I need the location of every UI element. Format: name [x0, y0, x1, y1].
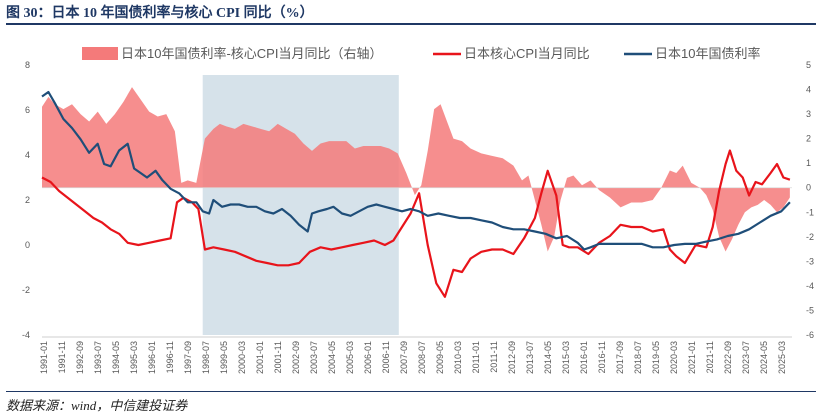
- right-tick-label: 5: [806, 60, 811, 70]
- x-tick-label: 2006-11: [381, 341, 391, 373]
- title-rule: [6, 23, 816, 25]
- x-tick-label: 2012-09: [507, 341, 517, 374]
- right-tick-label: -2: [806, 232, 814, 242]
- yield-line: [41, 90, 791, 251]
- right-axis-ticks: 5 4 3 2 1 0 -1 -2 -3 -4 -5 -6: [806, 60, 814, 340]
- left-tick-label: -4: [22, 330, 30, 340]
- x-tick-label: 2011-01: [471, 341, 481, 373]
- left-tick-label: -2: [22, 285, 30, 295]
- x-tick-label: 2016-11: [597, 341, 607, 373]
- legend-label-yield: 日本10年国债利率: [655, 46, 760, 61]
- legend: 日本10年国债利率-核心CPI当月同比（右轴） 日本核心CPI当月同比 日本10年国…: [82, 46, 760, 61]
- x-tick-label: 2021-01: [687, 341, 697, 374]
- x-tick-label: 2008-07: [417, 341, 427, 374]
- x-tick-label: 2022-09: [723, 341, 733, 374]
- x-tick-label: 2005-03: [345, 341, 355, 374]
- right-tick-label: 3: [806, 109, 811, 119]
- x-tick-label: 1991-01: [39, 341, 49, 374]
- x-tick-label: 1991-11: [57, 341, 67, 373]
- x-tick-label: 2019-05: [651, 341, 661, 374]
- left-tick-label: 2: [25, 195, 30, 205]
- right-tick-label: -3: [806, 256, 814, 266]
- right-tick-label: 2: [806, 134, 811, 144]
- line-series-layer: [41, 90, 791, 298]
- right-tick-label: -4: [806, 281, 814, 291]
- x-tick-label: 2000-03: [237, 341, 247, 374]
- x-tick-label: 1999-05: [219, 341, 229, 374]
- x-tick-label: 1995-03: [129, 341, 139, 374]
- left-tick-label: 8: [25, 60, 30, 70]
- x-tick-label: 2011-11: [489, 341, 499, 373]
- x-tick-label: 2024-05: [759, 341, 769, 374]
- x-tick-label: 2007-09: [399, 341, 409, 374]
- source-rule: [6, 391, 816, 392]
- x-tick-label: 1992-09: [75, 341, 85, 374]
- x-tick-label: 2002-09: [291, 341, 301, 374]
- legend-label-spread: 日本10年国债利率-核心CPI当月同比（右轴）: [121, 46, 382, 61]
- spread-area: [42, 87, 790, 252]
- x-tick-label: 2001-11: [273, 341, 283, 373]
- x-tick-label: 2009-05: [435, 341, 445, 374]
- x-tick-label: 2004-05: [327, 341, 337, 374]
- x-tick-label: 2016-01: [579, 341, 589, 374]
- x-tick-label: 1998-07: [201, 341, 211, 374]
- x-tick-label: 1994-05: [111, 341, 121, 374]
- x-tick-label: 2013-07: [525, 341, 535, 374]
- x-tick-label: 1993-07: [93, 341, 103, 374]
- x-tick-label: 2023-07: [741, 341, 751, 374]
- left-tick-label: 4: [25, 150, 30, 160]
- x-tick-label: 1996-01: [147, 341, 157, 374]
- x-tick-label: 2021-11: [705, 341, 715, 373]
- x-tick-label: 2015-03: [561, 341, 571, 374]
- left-tick-label: 6: [25, 105, 30, 115]
- legend-swatch-area: [82, 47, 118, 60]
- left-axis-ticks: 8 6 4 2 0 -2 -4: [22, 60, 30, 340]
- left-tick-label: 0: [25, 240, 30, 250]
- x-tick-label: 2006-01: [363, 341, 373, 374]
- x-tick-label: 2017-09: [615, 341, 625, 374]
- right-tick-label: 4: [806, 85, 811, 95]
- x-tick-label: 2001-01: [255, 341, 265, 374]
- x-tick-label: 2014-05: [543, 341, 553, 374]
- x-tick-label: 1997-09: [183, 341, 193, 374]
- right-tick-label: -5: [806, 305, 814, 315]
- right-tick-label: 1: [806, 158, 811, 168]
- x-tick-label: 2018-07: [633, 341, 643, 374]
- x-tick-label: 2025-03: [777, 341, 787, 374]
- x-tick-label: 2003-07: [309, 341, 319, 374]
- source-note: 数据来源：wind，中信建投证券: [6, 398, 188, 413]
- legend-label-cpi: 日本核心CPI当月同比: [464, 46, 590, 61]
- x-tick-label: 2010-03: [453, 341, 463, 374]
- x-axis-ticks: 1991-01 1991-11 1992-09 1993-07 1994-05 1995-…: [39, 336, 792, 374]
- right-tick-label: -6: [806, 330, 814, 340]
- right-tick-label: -1: [806, 207, 814, 217]
- figure-title: 图 30：日本 10 年国债利率与核心 CPI 同比（%）: [6, 6, 314, 21]
- x-tick-label: 1996-11: [165, 341, 175, 373]
- x-tick-label: 2020-03: [669, 341, 679, 374]
- spread-area-layer: [42, 87, 790, 252]
- right-tick-label: 0: [806, 183, 811, 193]
